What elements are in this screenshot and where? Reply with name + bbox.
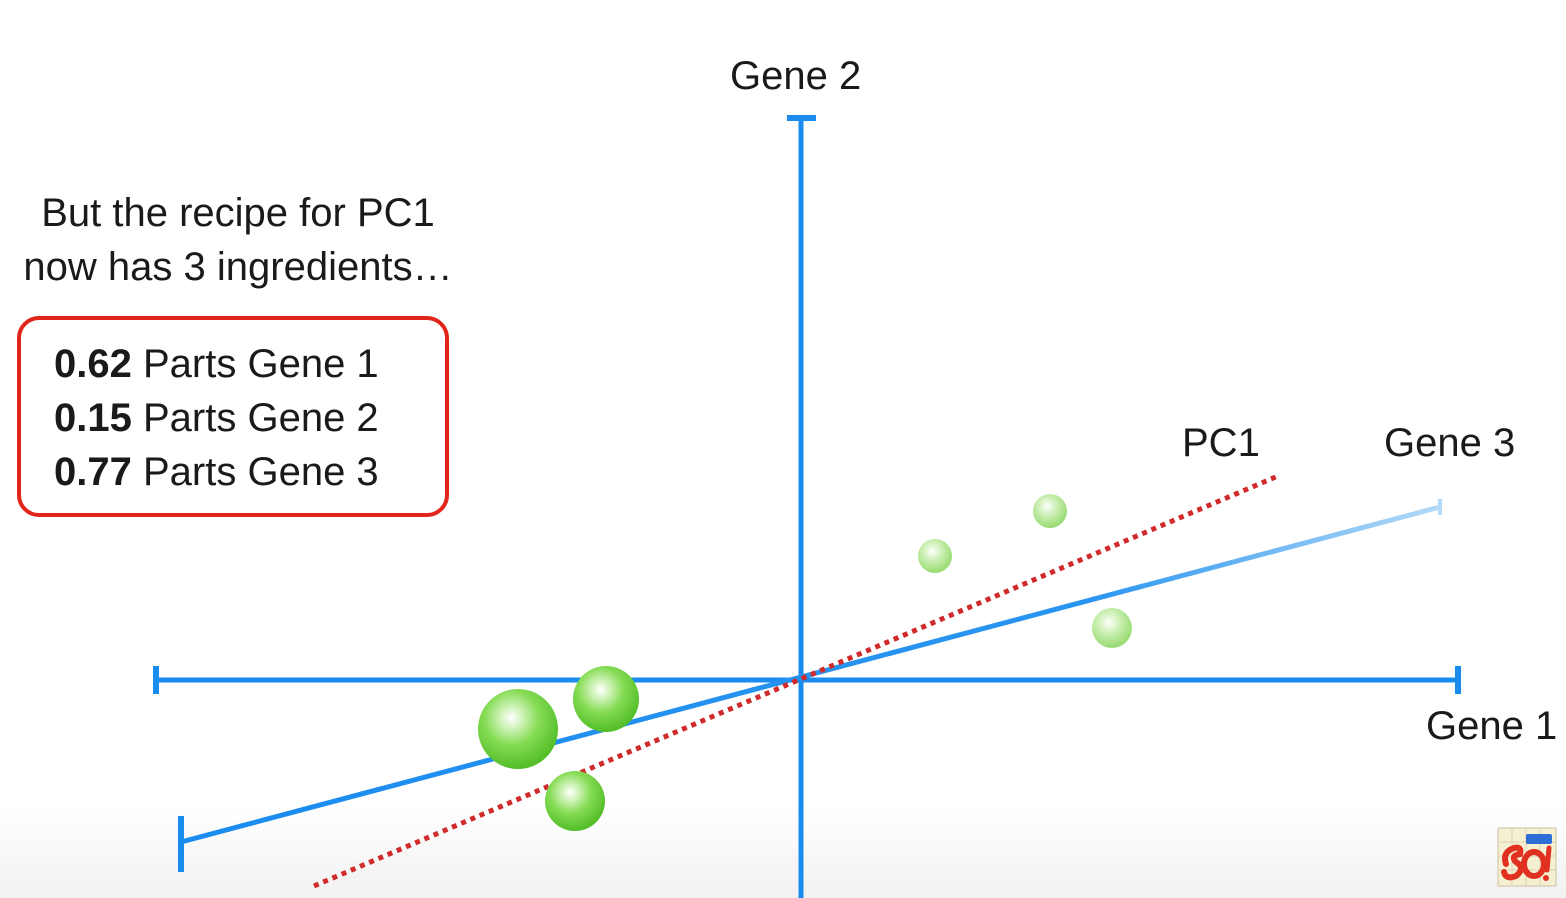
recipe-text: Parts Gene 3 (142, 450, 379, 494)
intro-line-2: now has 3 ingredients… (23, 245, 453, 289)
gene2-axis (787, 115, 816, 898)
data-point (478, 689, 558, 769)
intro-text: But the recipe for PC1 now has 3 ingredi… (0, 186, 498, 294)
data-point (1033, 494, 1067, 528)
recipe-row-gene2: 0.15 Parts Gene 2 (54, 396, 379, 441)
recipe-coefficient: 0.15 (54, 396, 132, 440)
recipe-text: Parts Gene 1 (142, 342, 379, 386)
gene1-axis (153, 666, 1461, 694)
gene3-axis (178, 499, 1442, 872)
recipe-coefficient: 0.77 (54, 450, 132, 494)
recipe-row-gene1: 0.62 Parts Gene 1 (54, 342, 379, 387)
data-point (573, 666, 639, 732)
statquest-logo-icon (1497, 827, 1557, 887)
recipe-row-gene3: 0.77 Parts Gene 3 (54, 450, 379, 495)
recipe-text: Parts Gene 2 (142, 396, 379, 440)
pc1-line (313, 473, 1279, 889)
data-point (918, 539, 952, 573)
gene3-axis-label: Gene 3 (1384, 421, 1516, 465)
gene2-axis-label: Gene 2 (730, 54, 862, 98)
data-point (545, 771, 605, 831)
pc1-label: PC1 (1182, 421, 1260, 465)
gene1-axis-label: Gene 1 (1426, 704, 1558, 748)
data-point (1092, 608, 1132, 648)
intro-line-1: But the recipe for PC1 (41, 191, 435, 235)
data-points (478, 494, 1132, 831)
pc1-recipe-box: 0.62 Parts Gene 1 0.15 Parts Gene 2 0.77… (17, 316, 449, 517)
recipe-coefficient: 0.62 (54, 342, 132, 386)
